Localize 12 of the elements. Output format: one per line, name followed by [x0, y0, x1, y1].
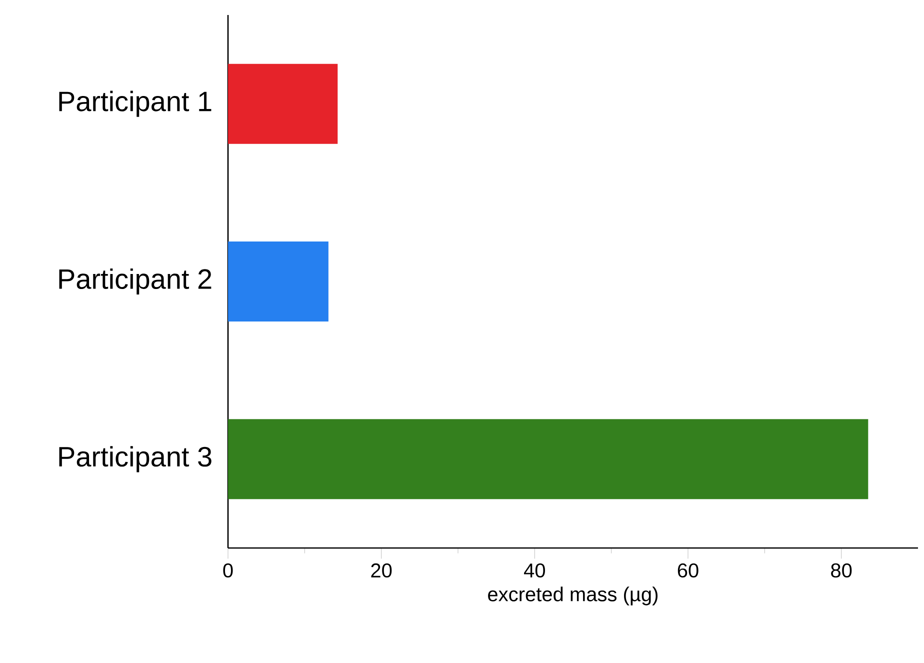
bar [228, 241, 328, 322]
bar [228, 419, 868, 500]
bar [228, 64, 338, 144]
x-tick-label: 60 [678, 563, 698, 578]
y-tick-label: Participant 3 [59, 446, 212, 472]
y-tick-label: Participant 1 [59, 90, 212, 117]
x-tick-label: 40 [524, 563, 545, 578]
x-tick-label: 20 [371, 563, 392, 578]
x-tick-label: 80 [831, 563, 852, 578]
y-tick-label: Participant 2 [59, 268, 212, 295]
x-tick-label: 0 [223, 563, 233, 578]
x-axis-title: excreted mass (µg) [488, 586, 658, 606]
